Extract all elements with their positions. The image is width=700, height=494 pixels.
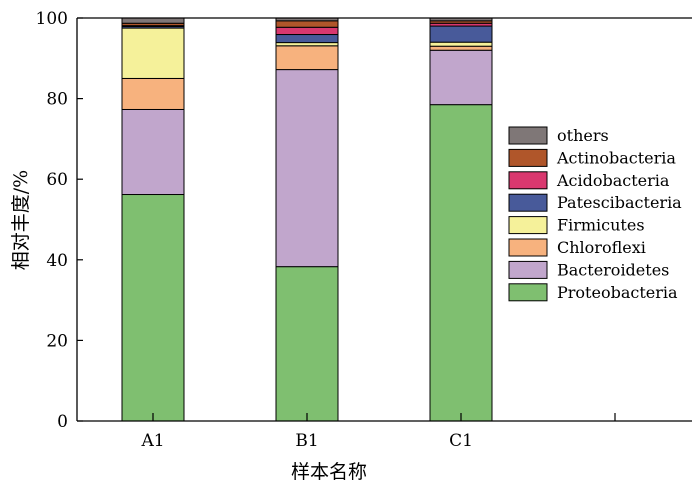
bar-b1-proteobacteria [275,266,339,422]
axes-layer [76,17,692,422]
bar-b1-patescibacteria [275,34,339,44]
ticks-layer: 0 20 40 60 80 100 A1 B1 C1 [36,9,616,451]
bar-c1-proteobacteria [429,104,493,422]
y-tick-label-40: 40 [46,251,68,271]
y-tick-label-80: 80 [46,90,68,110]
bar-a1-others [121,17,185,24]
y-tick-label-0: 0 [57,412,68,432]
x-tick-label-c1: C1 [449,431,473,451]
legend-swatch-proteobacteria [508,283,548,302]
bar-c1-chloroflexi [429,45,493,51]
y-tick-label-20: 20 [46,331,68,351]
legend-label-firmicutes: Firmicutes [557,216,645,235]
bar-a1-firmicutes [121,27,185,79]
bars-layer [121,17,493,422]
x-tick-label-a1: A1 [140,431,164,451]
legend-swatch-actinobacteria [508,148,548,167]
legend-swatch-acidobacteria [508,171,548,190]
bar-c1-bacteroidetes [429,49,493,106]
legend: others Actinobacteria Acidobacteria Patesci… [508,126,682,302]
bar-a1-chloroflexi [121,77,185,110]
legend-label-bacteroidetes: Bacteroidetes [557,260,669,279]
bar-a1-bacteroidetes [121,108,185,196]
y-axis-title: 相对丰度/% [10,170,32,270]
y-tick-label-100: 100 [36,9,68,29]
bar-c1-firmicutes [429,41,493,47]
bar-b1-actinobacteria [275,20,339,28]
legend-swatch-others [508,126,548,145]
legend-label-proteobacteria: Proteobacteria [557,283,678,302]
legend-label-others: others [557,126,609,145]
legend-label-patescibacteria: Patescibacteria [557,193,682,212]
bar-c1-patescibacteria [429,25,493,43]
legend-swatch-patescibacteria [508,193,548,212]
legend-swatch-chloroflexi [508,238,548,257]
legend-swatch-firmicutes [508,216,548,235]
x-tick-label-b1: B1 [295,431,318,451]
bar-b1-bacteroidetes [275,69,339,268]
legend-label-acidobacteria: Acidobacteria [556,171,670,190]
legend-label-chloroflexi: Chloroflexi [557,238,646,257]
bar-b1-chloroflexi [275,45,339,71]
legend-swatch-bacteroidetes [508,260,548,279]
bar-a1-proteobacteria [121,194,185,422]
bar-b1-acidobacteria [275,26,339,36]
x-axis-title: 样本名称 [291,461,367,483]
y-tick-label-60: 60 [46,170,68,190]
legend-label-actinobacteria: Actinobacteria [556,148,676,167]
